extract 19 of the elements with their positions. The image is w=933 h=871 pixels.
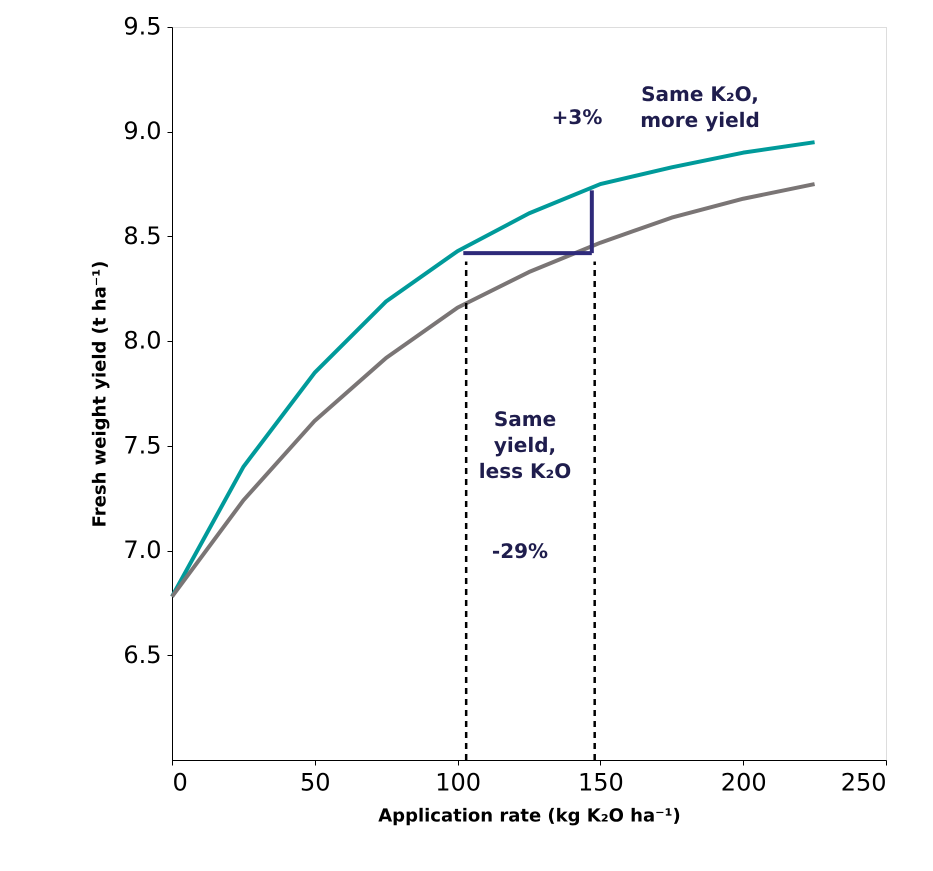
y-tick-label: 8.5	[123, 222, 162, 250]
y-axis-title: Fresh weight yield (t ha⁻¹)	[89, 260, 110, 528]
y-tick-label: 6.5	[123, 640, 162, 669]
y-tick-label: 7.5	[123, 431, 162, 460]
x-tick-label: 200	[720, 768, 767, 796]
x-tick-label: 0	[172, 768, 188, 796]
x-tick-label: 150	[578, 768, 624, 796]
x-tick-label: 250	[840, 768, 886, 796]
y-tick-label: 9.0	[123, 117, 162, 146]
x-axis-title: Application rate (kg K₂O ha⁻¹)	[378, 806, 681, 826]
annotation: +3%	[552, 105, 602, 129]
annotation: Same yield, less K₂O	[478, 407, 572, 483]
y-tick-label: 9.5	[123, 12, 162, 40]
y-tick-label: 7.0	[123, 536, 162, 564]
x-tick-label: 100	[435, 768, 482, 796]
x-tick-label: 50	[300, 768, 331, 796]
annotation: -29%	[492, 539, 548, 563]
annotation: Same K₂O, more yield	[640, 82, 760, 132]
y-tick-label: 8.0	[123, 326, 162, 355]
